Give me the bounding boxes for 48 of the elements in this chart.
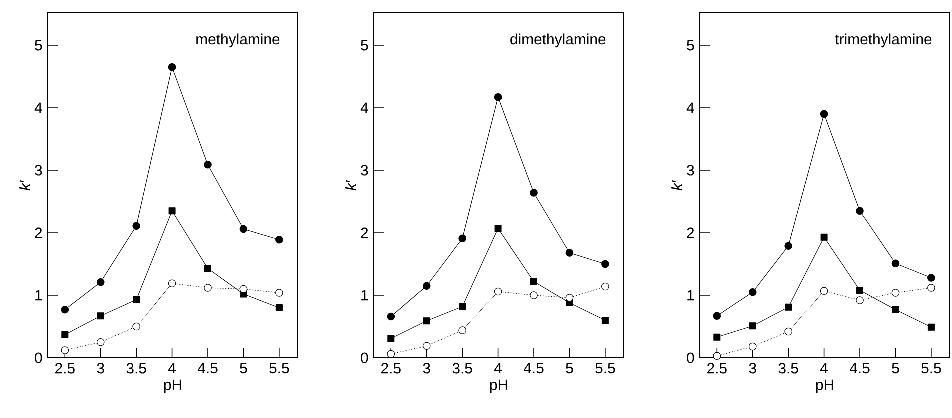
x-tick-label: 4 <box>494 363 502 374</box>
x-tick-label: 4.5 <box>198 363 218 374</box>
x-tick-label: 4.5 <box>850 363 870 374</box>
y-tick-label: 3 <box>361 165 368 176</box>
y-tick-label: 5 <box>35 40 42 51</box>
y-tick-label: 2 <box>35 228 42 238</box>
y-tick-label: 5 <box>361 40 368 51</box>
x-axis-title: pH <box>490 380 508 394</box>
x-tick-label: 5 <box>566 363 574 374</box>
x-tick-label: 2.5 <box>382 363 401 374</box>
y-tick-label: 4 <box>34 102 42 114</box>
x-tick-label: 3.5 <box>452 363 472 374</box>
y-axis-title: k′ <box>20 180 30 191</box>
x-tick-label: 5.5 <box>270 363 290 374</box>
x-tick-label: 3.5 <box>778 363 798 374</box>
x-tick-label: 2.5 <box>708 363 727 374</box>
x-tick-label: 4.5 <box>524 363 544 374</box>
y-tick-label: 1 <box>362 290 368 301</box>
x-tick-label: 3.5 <box>126 363 146 374</box>
y-tick-label: 5 <box>687 40 694 51</box>
x-tick-label: 3 <box>423 363 430 374</box>
x-tick-label: 5 <box>892 363 900 374</box>
y-tick-label: 0 <box>687 352 694 364</box>
y-tick-label: 3 <box>35 165 42 176</box>
y-axis-title: k′ <box>346 180 356 191</box>
x-tick-label: 2.5 <box>56 363 75 374</box>
y-tick-label: 4 <box>686 102 694 114</box>
y-tick-label: 0 <box>361 352 368 364</box>
text: dimethylamine <box>510 34 606 48</box>
text: trimethylamine <box>835 34 932 48</box>
y-tick-label: 1 <box>688 290 694 301</box>
x-axis-title: pH <box>816 380 834 394</box>
x-tick-label: 5.5 <box>922 363 942 374</box>
x-tick-label: 5.5 <box>596 363 616 374</box>
x-tick-label: 4 <box>820 363 828 374</box>
y-tick-label: 1 <box>36 290 42 301</box>
y-tick-label: 2 <box>361 228 368 238</box>
y-tick-label: 0 <box>35 352 42 364</box>
y-axis-title: k′ <box>672 180 682 191</box>
x-tick-label: 3 <box>749 363 756 374</box>
text: methylamine <box>196 34 280 48</box>
y-tick-label: 4 <box>360 102 368 114</box>
y-tick-label: 3 <box>687 165 694 176</box>
x-tick-label: 3 <box>97 363 104 374</box>
x-tick-label: 4 <box>168 363 176 374</box>
x-tick-label: 5 <box>240 363 248 374</box>
y-tick-label: 2 <box>687 228 694 238</box>
x-axis-title: pH <box>164 380 182 394</box>
